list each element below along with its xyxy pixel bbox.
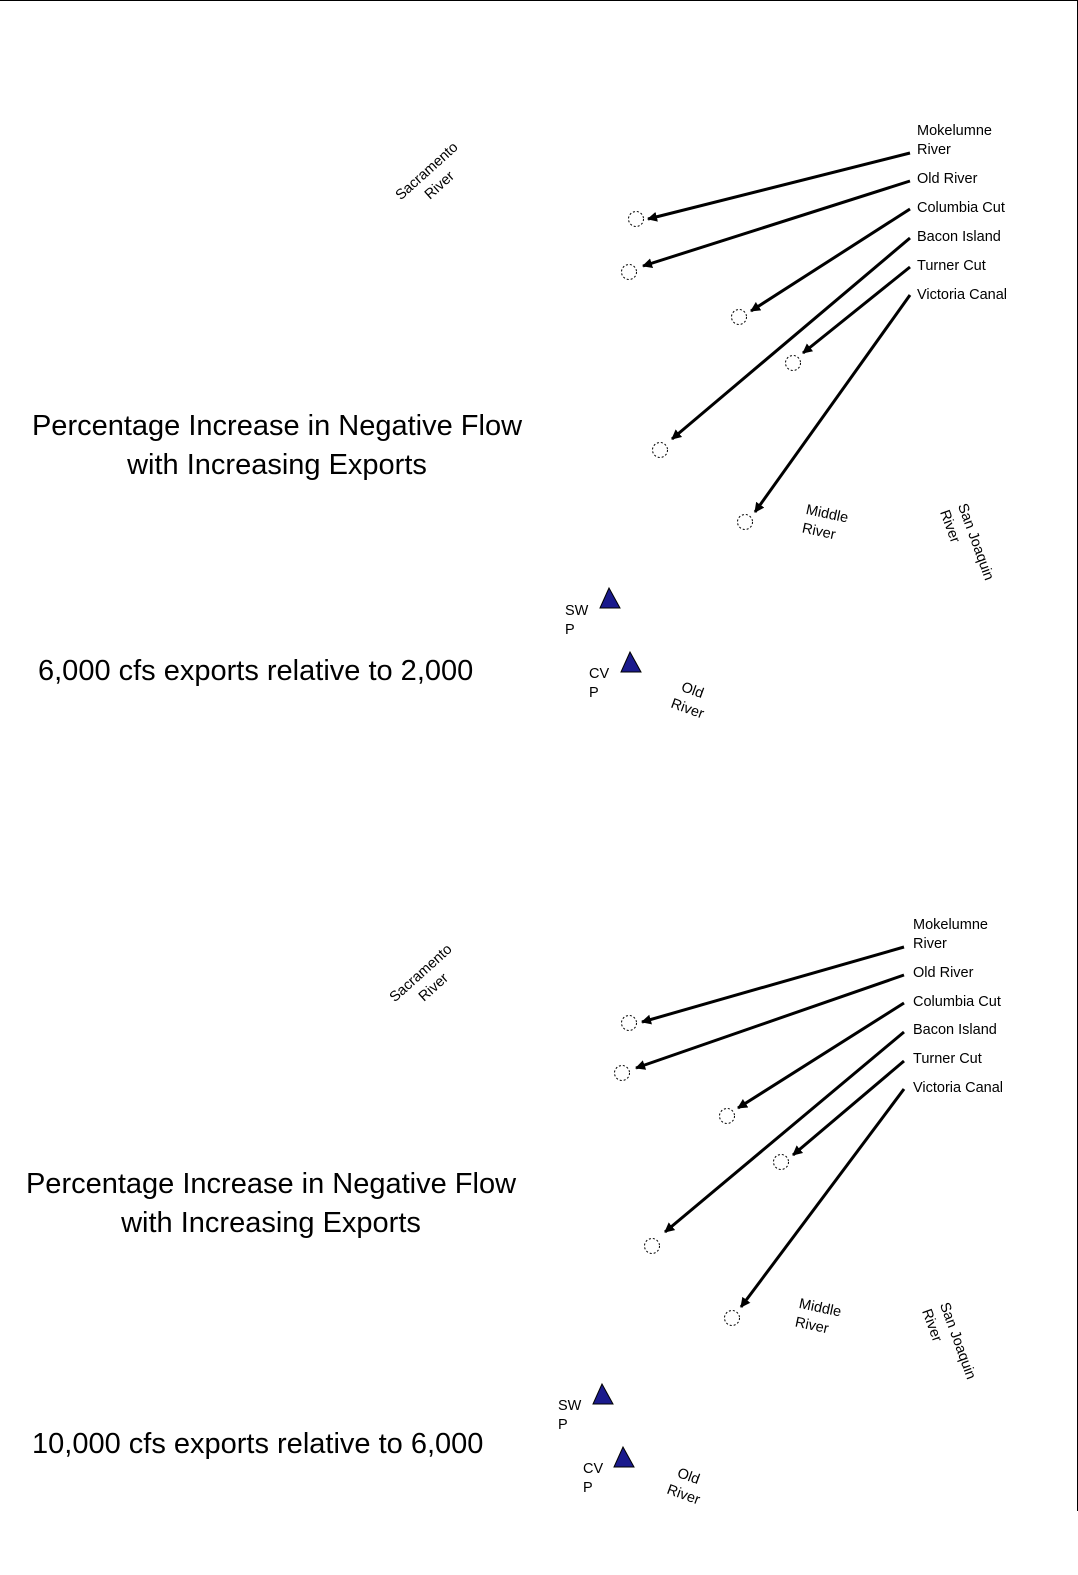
arrow-bacon-island [664, 1030, 905, 1234]
title-line1: Percentage Increase in Negative Flow [31, 410, 523, 442]
label-swp: SW P [558, 1397, 581, 1435]
label-mokelumne: Mokelumne River [917, 123, 992, 158]
panel-1-map [599, 151, 912, 673]
panel-2: Mokelumne River Old River Columbia Cut B… [0, 795, 1078, 1575]
cvp-pump-icon [620, 650, 642, 673]
title-line1: Percentage Increase in Negative Flow [25, 1168, 517, 1200]
cvp-line1: CV [583, 1461, 604, 1477]
title-line2: with Increasing Exports [127, 449, 427, 481]
label-columbia-cut: Columbia Cut [913, 994, 1001, 1010]
arrow-turner-cut [802, 265, 911, 355]
arrow-old-river [642, 179, 911, 269]
swp-line2: P [558, 1417, 568, 1433]
station-circle [621, 264, 637, 280]
label-old-river: Old River [913, 965, 974, 981]
cvp-line1: CV [589, 666, 610, 682]
title-line2: with Increasing Exports [121, 1207, 421, 1239]
swp-line1: SW [558, 1398, 582, 1414]
station-circle [614, 1065, 630, 1081]
cvp-pump-icon [613, 1445, 635, 1468]
label-columbia-cut: Columbia Cut [917, 200, 1005, 216]
label-swp: SW P [565, 602, 588, 640]
label-turner-cut: Turner Cut [917, 258, 986, 274]
figure-page: Mokelumne River Old River Columbia Cut B… [0, 0, 1078, 1511]
panel-1-title: Percentage Increase in Negative Flow wit… [0, 407, 557, 485]
panel-2-subtitle: 10,000 cfs exports relative to 6,000 [32, 1428, 484, 1460]
label-cvp: CV P [583, 1460, 603, 1498]
panel-1: Mokelumne River Old River Columbia Cut B… [0, 1, 1078, 781]
arrow-mokelumne [641, 945, 905, 1025]
swp-line1: SW [565, 603, 589, 619]
arrow-mokelumne [647, 151, 911, 222]
station-circle [731, 309, 747, 325]
label-old-river: Old River [917, 171, 978, 187]
label-cvp: CV P [589, 665, 609, 703]
arrow-columbia-cut [750, 207, 911, 313]
cvp-line2: P [589, 685, 599, 701]
cvp-line2: P [583, 1480, 593, 1496]
station-circle [628, 211, 644, 227]
station-circle [773, 1154, 789, 1170]
panel-2-map [592, 945, 906, 1468]
panel-1-subtitle: 6,000 cfs exports relative to 2,000 [38, 655, 474, 687]
label-victoria-canal: Victoria Canal [917, 287, 1008, 303]
arrow-columbia-cut [737, 1001, 905, 1110]
arrow-old-river [635, 973, 905, 1070]
label-bacon-island: Bacon Island [913, 1022, 997, 1038]
arrow-bacon-island [671, 236, 911, 441]
station-circle [737, 514, 753, 530]
swp-line2: P [565, 622, 575, 638]
arrow-turner-cut [792, 1059, 905, 1157]
arrow-victoria-canal [753, 294, 912, 513]
station-circle [644, 1238, 660, 1254]
arrow-victoria-canal [739, 1088, 906, 1308]
station-circle [621, 1015, 637, 1031]
station-circle [785, 355, 801, 371]
station-circle [652, 442, 668, 458]
swp-pump-icon [592, 1382, 614, 1405]
label-victoria-canal: Victoria Canal [913, 1080, 1004, 1096]
station-circle [724, 1310, 740, 1326]
label-turner-cut: Turner Cut [913, 1051, 982, 1067]
station-circle [719, 1108, 735, 1124]
panel-2-title: Percentage Increase in Negative Flow wit… [0, 1165, 551, 1243]
label-bacon-island: Bacon Island [917, 229, 1001, 245]
label-mokelumne: Mokelumne River [913, 917, 988, 952]
swp-pump-icon [599, 586, 621, 609]
